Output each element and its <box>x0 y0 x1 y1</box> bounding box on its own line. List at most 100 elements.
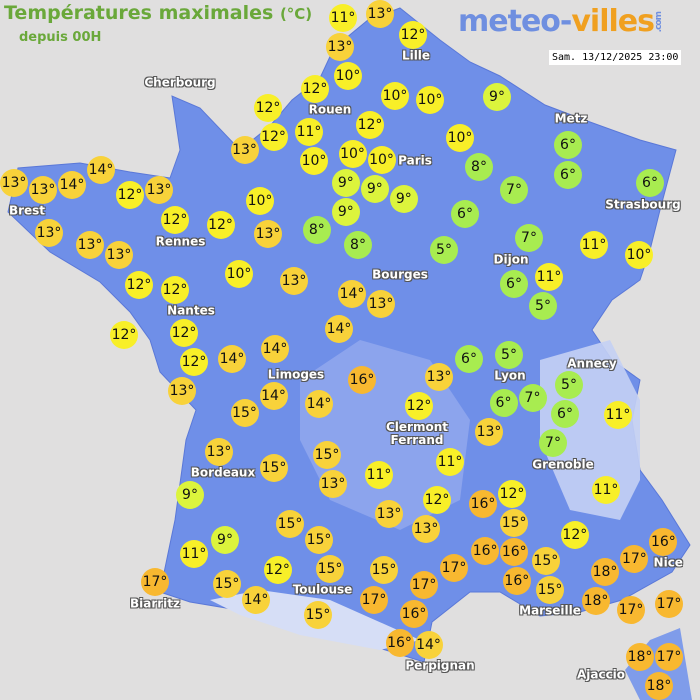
temperature-marker[interactable]: 17° <box>655 590 683 618</box>
temperature-marker[interactable]: 12° <box>263 556 292 584</box>
temperature-marker[interactable]: 12° <box>170 318 198 347</box>
temperature-marker[interactable]: 13° <box>425 362 453 391</box>
temperature-marker[interactable]: 14° <box>325 315 353 343</box>
temperature-marker[interactable]: 18° <box>626 643 654 671</box>
temperature-marker[interactable]: 16° <box>471 536 500 565</box>
temperature-marker[interactable]: 11° <box>365 461 393 489</box>
temperature-marker[interactable]: 5° <box>555 371 583 400</box>
temperature-marker[interactable]: 16° <box>649 527 678 556</box>
temperature-marker[interactable]: 13° <box>105 241 133 269</box>
temperature-marker[interactable]: 12° <box>161 275 189 304</box>
temperature-marker[interactable]: 6° <box>554 161 582 189</box>
temperature-marker[interactable]: 11° <box>295 117 323 146</box>
temperature-marker[interactable]: 13° <box>367 290 395 318</box>
temperature-marker[interactable]: 6° <box>455 345 483 373</box>
temperature-marker[interactable]: 17° <box>360 586 388 614</box>
temperature-marker[interactable]: 14° <box>242 586 270 614</box>
temperature-marker[interactable]: 12° <box>206 211 235 239</box>
temperature-marker[interactable]: 12° <box>116 181 144 209</box>
temperature-marker[interactable]: 7° <box>539 429 567 458</box>
temperature-marker[interactable]: 10° <box>246 187 274 215</box>
temperature-marker[interactable]: 11° <box>535 262 563 291</box>
temperature-marker[interactable]: 8° <box>344 231 372 259</box>
temperature-marker[interactable]: 6° <box>636 169 664 198</box>
temperature-marker[interactable]: 12° <box>560 521 589 549</box>
temperature-marker[interactable]: 10° <box>416 86 444 114</box>
temperature-marker[interactable]: 15° <box>305 525 333 554</box>
temperature-marker[interactable]: 10° <box>225 260 253 288</box>
meteo-villes-logo[interactable]: meteo-villes.com <box>458 4 664 39</box>
temperature-marker[interactable]: 15° <box>260 454 288 482</box>
temperature-marker[interactable]: 10° <box>334 62 362 91</box>
temperature-marker[interactable]: 15° <box>316 554 344 583</box>
temperature-marker[interactable]: 13° <box>29 175 57 204</box>
temperature-marker[interactable]: 9° <box>331 169 360 197</box>
temperature-marker[interactable]: 13° <box>0 169 28 197</box>
temperature-marker[interactable]: 13° <box>145 176 173 204</box>
temperature-marker[interactable]: 16° <box>385 628 414 657</box>
temperature-marker[interactable]: 11° <box>604 401 632 429</box>
temperature-marker[interactable]: 15° <box>276 510 304 538</box>
temperature-marker[interactable]: 17° <box>410 570 438 599</box>
temperature-marker[interactable]: 6° <box>554 131 582 159</box>
temperature-marker[interactable]: 12° <box>498 479 526 508</box>
temperature-marker[interactable]: 15° <box>536 575 564 604</box>
temperature-marker[interactable]: 17° <box>655 643 683 671</box>
temperature-marker[interactable]: 12° <box>259 122 288 151</box>
temperature-marker[interactable]: 15° <box>531 546 560 575</box>
temperature-marker[interactable]: 18° <box>582 586 610 615</box>
temperature-marker[interactable]: 11° <box>180 540 208 568</box>
temperature-marker[interactable]: 17° <box>620 545 649 573</box>
temperature-marker[interactable]: 16° <box>348 366 376 394</box>
temperature-marker[interactable]: 13° <box>254 220 282 248</box>
temperature-marker[interactable]: 5° <box>529 291 557 320</box>
temperature-marker[interactable]: 10° <box>300 146 328 175</box>
temperature-marker[interactable]: 14° <box>259 382 288 411</box>
temperature-marker[interactable]: 16° <box>502 566 531 595</box>
temperature-marker[interactable]: 6° <box>451 200 479 228</box>
temperature-marker[interactable]: 5° <box>495 340 523 369</box>
temperature-marker[interactable]: 12° <box>405 391 433 420</box>
temperature-marker[interactable]: 12° <box>356 111 384 139</box>
temperature-marker[interactable]: 14° <box>338 280 366 308</box>
temperature-marker[interactable]: 15° <box>230 399 259 427</box>
temperature-marker[interactable]: 5° <box>430 236 458 264</box>
temperature-marker[interactable]: 17° <box>440 554 468 582</box>
temperature-marker[interactable]: 13° <box>326 33 354 62</box>
temperature-marker[interactable]: 13° <box>230 136 259 164</box>
temperature-marker[interactable]: 9° <box>483 83 511 111</box>
temperature-marker[interactable]: 10° <box>367 145 396 174</box>
temperature-marker[interactable]: 14° <box>305 390 333 418</box>
temperature-marker[interactable]: 13° <box>366 0 394 28</box>
temperature-marker[interactable]: 13° <box>205 437 233 466</box>
temperature-marker[interactable]: 13° <box>475 417 503 446</box>
temperature-marker[interactable]: 8° <box>302 216 331 244</box>
temperature-marker[interactable]: 11° <box>436 447 464 476</box>
temperature-marker[interactable]: 17° <box>617 596 645 624</box>
temperature-marker[interactable]: 13° <box>35 218 63 247</box>
temperature-marker[interactable]: 12° <box>110 321 138 349</box>
temperature-marker[interactable]: 12° <box>254 93 282 122</box>
temperature-marker[interactable]: 13° <box>319 469 347 498</box>
temperature-marker[interactable]: 10° <box>381 82 409 110</box>
temperature-marker[interactable]: 10° <box>625 241 653 269</box>
temperature-marker[interactable]: 17° <box>141 568 169 597</box>
temperature-marker[interactable]: 7° <box>500 176 528 204</box>
temperature-marker[interactable]: 9° <box>360 174 389 203</box>
temperature-marker[interactable]: 14° <box>414 630 443 659</box>
temperature-marker[interactable]: 16° <box>400 599 428 628</box>
temperature-marker[interactable]: 8° <box>465 152 493 181</box>
temperature-marker[interactable]: 13° <box>375 500 403 528</box>
temperature-marker[interactable]: 13° <box>168 376 196 405</box>
temperature-marker[interactable]: 15° <box>370 556 398 584</box>
temperature-marker[interactable]: 9° <box>176 480 204 509</box>
temperature-marker[interactable]: 12° <box>161 206 189 235</box>
temperature-marker[interactable]: 12° <box>180 347 208 376</box>
temperature-marker[interactable]: 12° <box>301 74 329 103</box>
temperature-marker[interactable]: 15° <box>313 440 341 469</box>
temperature-marker[interactable]: 15° <box>213 570 241 598</box>
temperature-marker[interactable]: 7° <box>515 224 543 253</box>
temperature-marker[interactable]: 13° <box>76 231 104 259</box>
temperature-marker[interactable]: 15° <box>304 601 332 629</box>
temperature-marker[interactable]: 11° <box>580 231 608 259</box>
